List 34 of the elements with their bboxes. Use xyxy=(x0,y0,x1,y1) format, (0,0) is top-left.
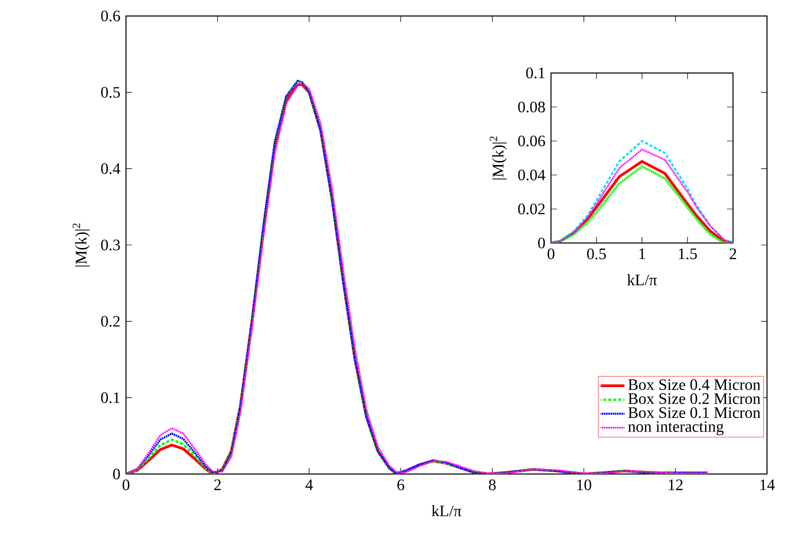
x-axis-title: kL/π xyxy=(627,274,657,286)
x-tick-label: 0 xyxy=(548,248,554,260)
y-tick-label: 0.04 xyxy=(518,170,546,180)
y-tick-label: 0.1 xyxy=(101,392,120,404)
legend-label: Box Size 0.4 Micron xyxy=(628,379,760,390)
x-tick-label: 6 xyxy=(397,480,404,490)
x-tick-label: 12 xyxy=(668,480,683,490)
y-tick-label: 0.06 xyxy=(518,136,546,146)
y-tick-label: 0.6 xyxy=(101,10,120,22)
x-tick-label: 14 xyxy=(760,480,775,490)
x-tick-label: 0 xyxy=(122,480,130,490)
y-tick-label: 0.3 xyxy=(101,240,120,250)
legend-label: non interacting xyxy=(628,421,724,436)
x-tick-label: 4 xyxy=(305,480,313,490)
x-tick-label: 8 xyxy=(488,480,496,490)
x-tick-label: 2 xyxy=(730,248,736,260)
x-tick-label: 0.5 xyxy=(587,248,606,260)
y-tick-label: 0 xyxy=(538,238,545,248)
x-tick-label: 10 xyxy=(577,480,592,490)
x-tick-label: 2 xyxy=(214,480,221,490)
y-tick-label: 0.2 xyxy=(101,316,120,327)
y-tick-label: 0.5 xyxy=(101,86,120,98)
y-tick-label: 0 xyxy=(113,468,120,480)
legend-label: Box Size 0.2 Micron xyxy=(628,393,760,404)
y-tick-label: 0.4 xyxy=(101,163,120,174)
x-tick-label: 1.5 xyxy=(678,248,697,260)
y-tick-label: 0.02 xyxy=(518,204,545,214)
x-tick-label: 1 xyxy=(639,248,646,260)
y-tick-label: 0.1 xyxy=(526,68,545,78)
y-tick-label: 0.08 xyxy=(518,102,545,112)
legend-label: Box Size 0.1 Micron xyxy=(628,407,760,418)
y-axis-title: |M(k)|$^{2}$ xyxy=(72,223,90,266)
y-axis-title: |M(k)|$^{2}$ xyxy=(490,136,507,180)
x-axis-title: kL/π xyxy=(432,505,462,516)
